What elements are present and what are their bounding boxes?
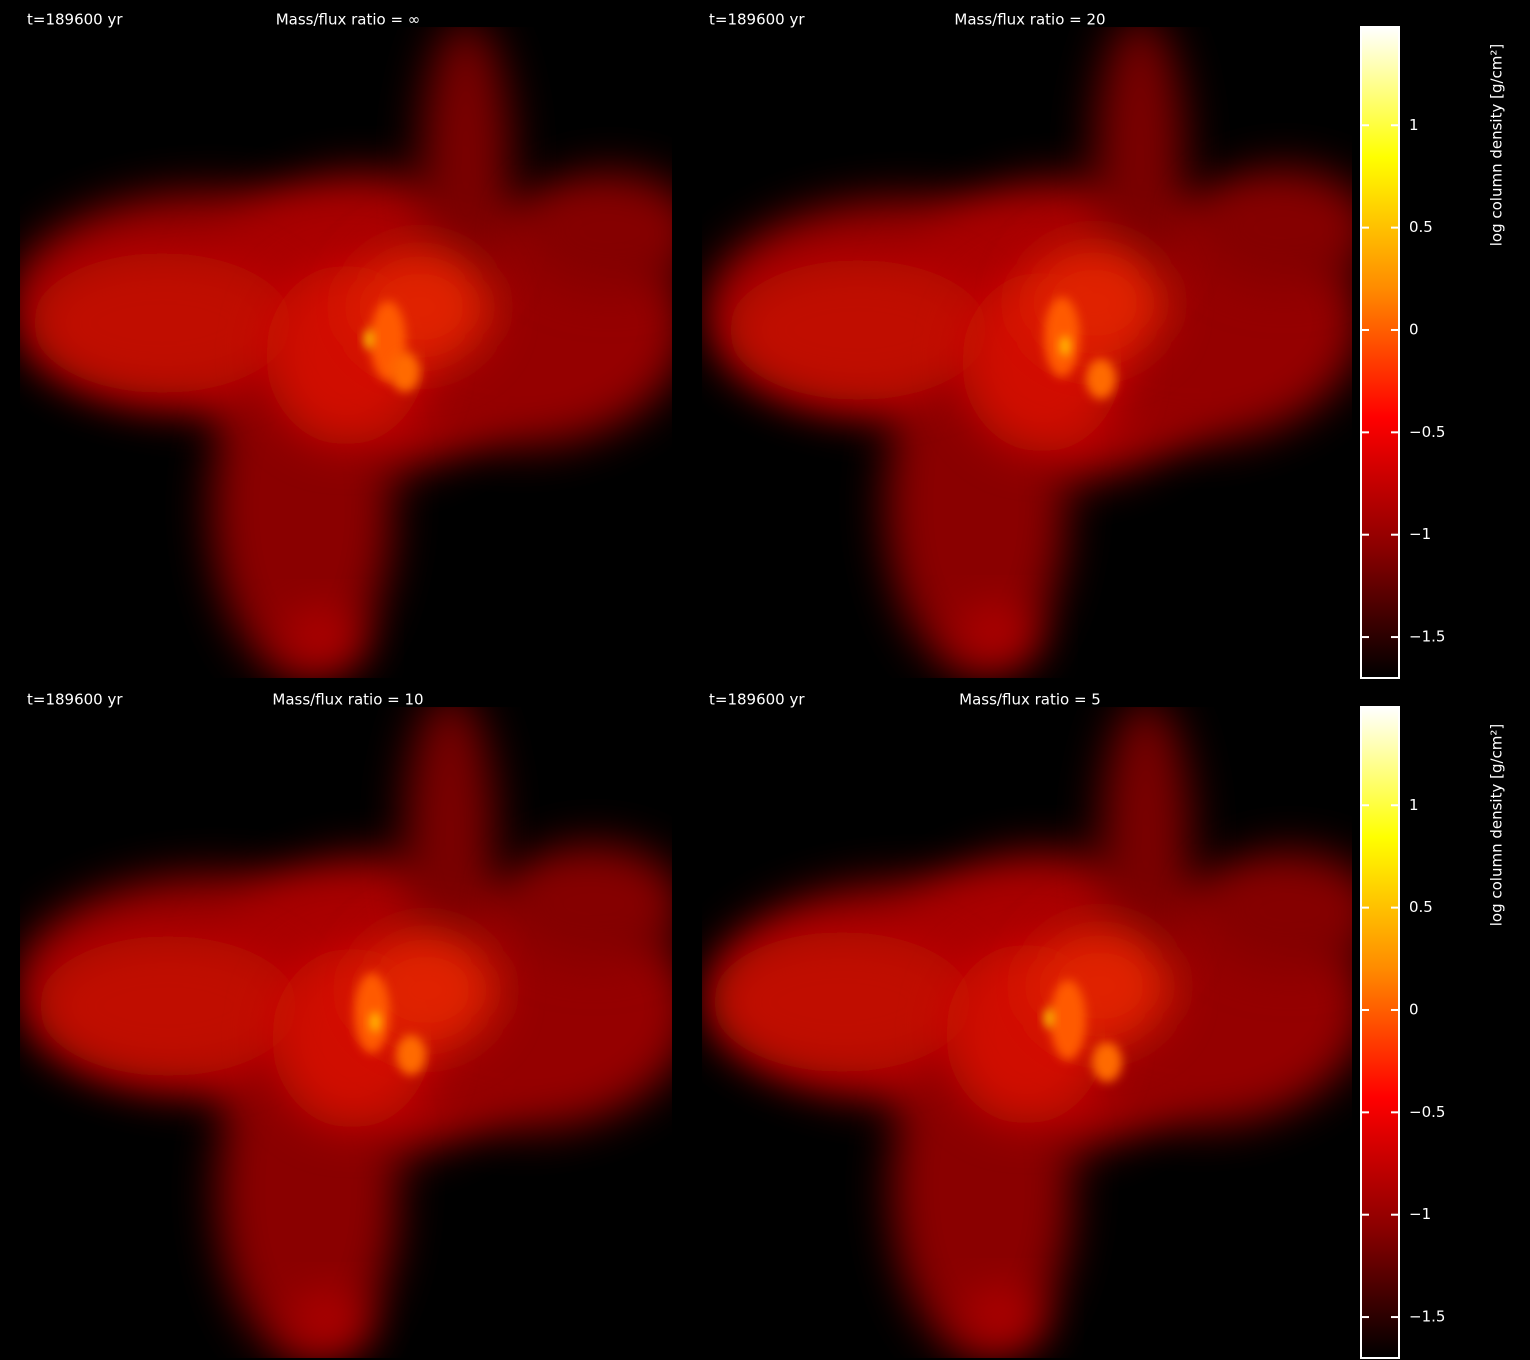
gas-cloud xyxy=(958,605,1038,665)
gas-cloud xyxy=(1044,297,1080,377)
colorbar-tick-label: 1 xyxy=(1409,796,1419,814)
colorbar-label: log column density [g/cm²] xyxy=(1488,44,1506,247)
colorbar-label: log column density [g/cm²] xyxy=(1488,724,1506,927)
gas-cloud xyxy=(1101,707,1191,979)
gas-cloud xyxy=(1050,980,1086,1060)
density-image xyxy=(712,707,1352,1357)
time-label: t=189600 yr xyxy=(27,691,123,709)
panel-title: Mass/flux ratio = 5 xyxy=(959,691,1101,709)
gas-cloud xyxy=(1092,1042,1122,1082)
gas-cloud xyxy=(290,1292,370,1352)
gas-cloud xyxy=(371,1012,379,1032)
colorbar xyxy=(1360,706,1400,1359)
colorbar-tick-label: 0.5 xyxy=(1409,898,1433,916)
colorbar-tick-label: −1.5 xyxy=(1409,628,1445,646)
gas-cloud xyxy=(38,936,298,1076)
gas-cloud xyxy=(421,27,511,300)
panel-title: Mass/flux ratio = 20 xyxy=(954,11,1105,29)
gas-cloud xyxy=(396,1035,426,1075)
gas-cloud xyxy=(284,609,364,669)
colorbar-tick-label: −0.5 xyxy=(1409,423,1445,441)
panel-title: Mass/flux ratio = 10 xyxy=(272,691,423,709)
gas-cloud xyxy=(1095,27,1185,296)
colorbar-tick-label: −1 xyxy=(1409,1205,1431,1223)
density-image xyxy=(20,27,672,678)
density-image xyxy=(706,27,1352,674)
gas-cloud xyxy=(1194,168,1352,288)
colorbar-tick-label: 1 xyxy=(1409,116,1419,134)
panel-title: Mass/flux ratio = ∞ xyxy=(276,11,421,29)
gas-cloud xyxy=(504,844,672,964)
time-label: t=189600 yr xyxy=(709,691,805,709)
gas-cloud xyxy=(354,973,390,1053)
gas-cloud xyxy=(32,253,292,393)
gas-cloud xyxy=(520,172,672,292)
gas-cloud xyxy=(1045,1008,1053,1028)
gas-cloud xyxy=(1200,851,1352,971)
gas-cloud xyxy=(712,932,972,1072)
colorbar-tick-label: −1.5 xyxy=(1409,1308,1445,1326)
colorbar-tick-label: −0.5 xyxy=(1409,1103,1445,1121)
time-label: t=189600 yr xyxy=(709,11,805,29)
gas-cloud xyxy=(728,260,988,400)
gas-cloud xyxy=(1086,359,1116,399)
gas-cloud xyxy=(405,707,495,972)
density-image xyxy=(20,707,672,1358)
gas-cloud xyxy=(1061,336,1069,356)
gas-cloud xyxy=(356,930,496,1050)
colorbar xyxy=(1360,26,1400,679)
gas-cloud xyxy=(964,1288,1044,1348)
gas-cloud xyxy=(365,329,373,349)
colorbar-tick-label: 0 xyxy=(1409,320,1419,338)
colorbar-tick-label: 0 xyxy=(1409,1000,1419,1018)
colorbar-tick-label: −1 xyxy=(1409,525,1431,543)
time-label: t=189600 yr xyxy=(27,11,123,29)
gas-cloud xyxy=(390,352,420,392)
colorbar-tick-label: 0.5 xyxy=(1409,218,1433,236)
